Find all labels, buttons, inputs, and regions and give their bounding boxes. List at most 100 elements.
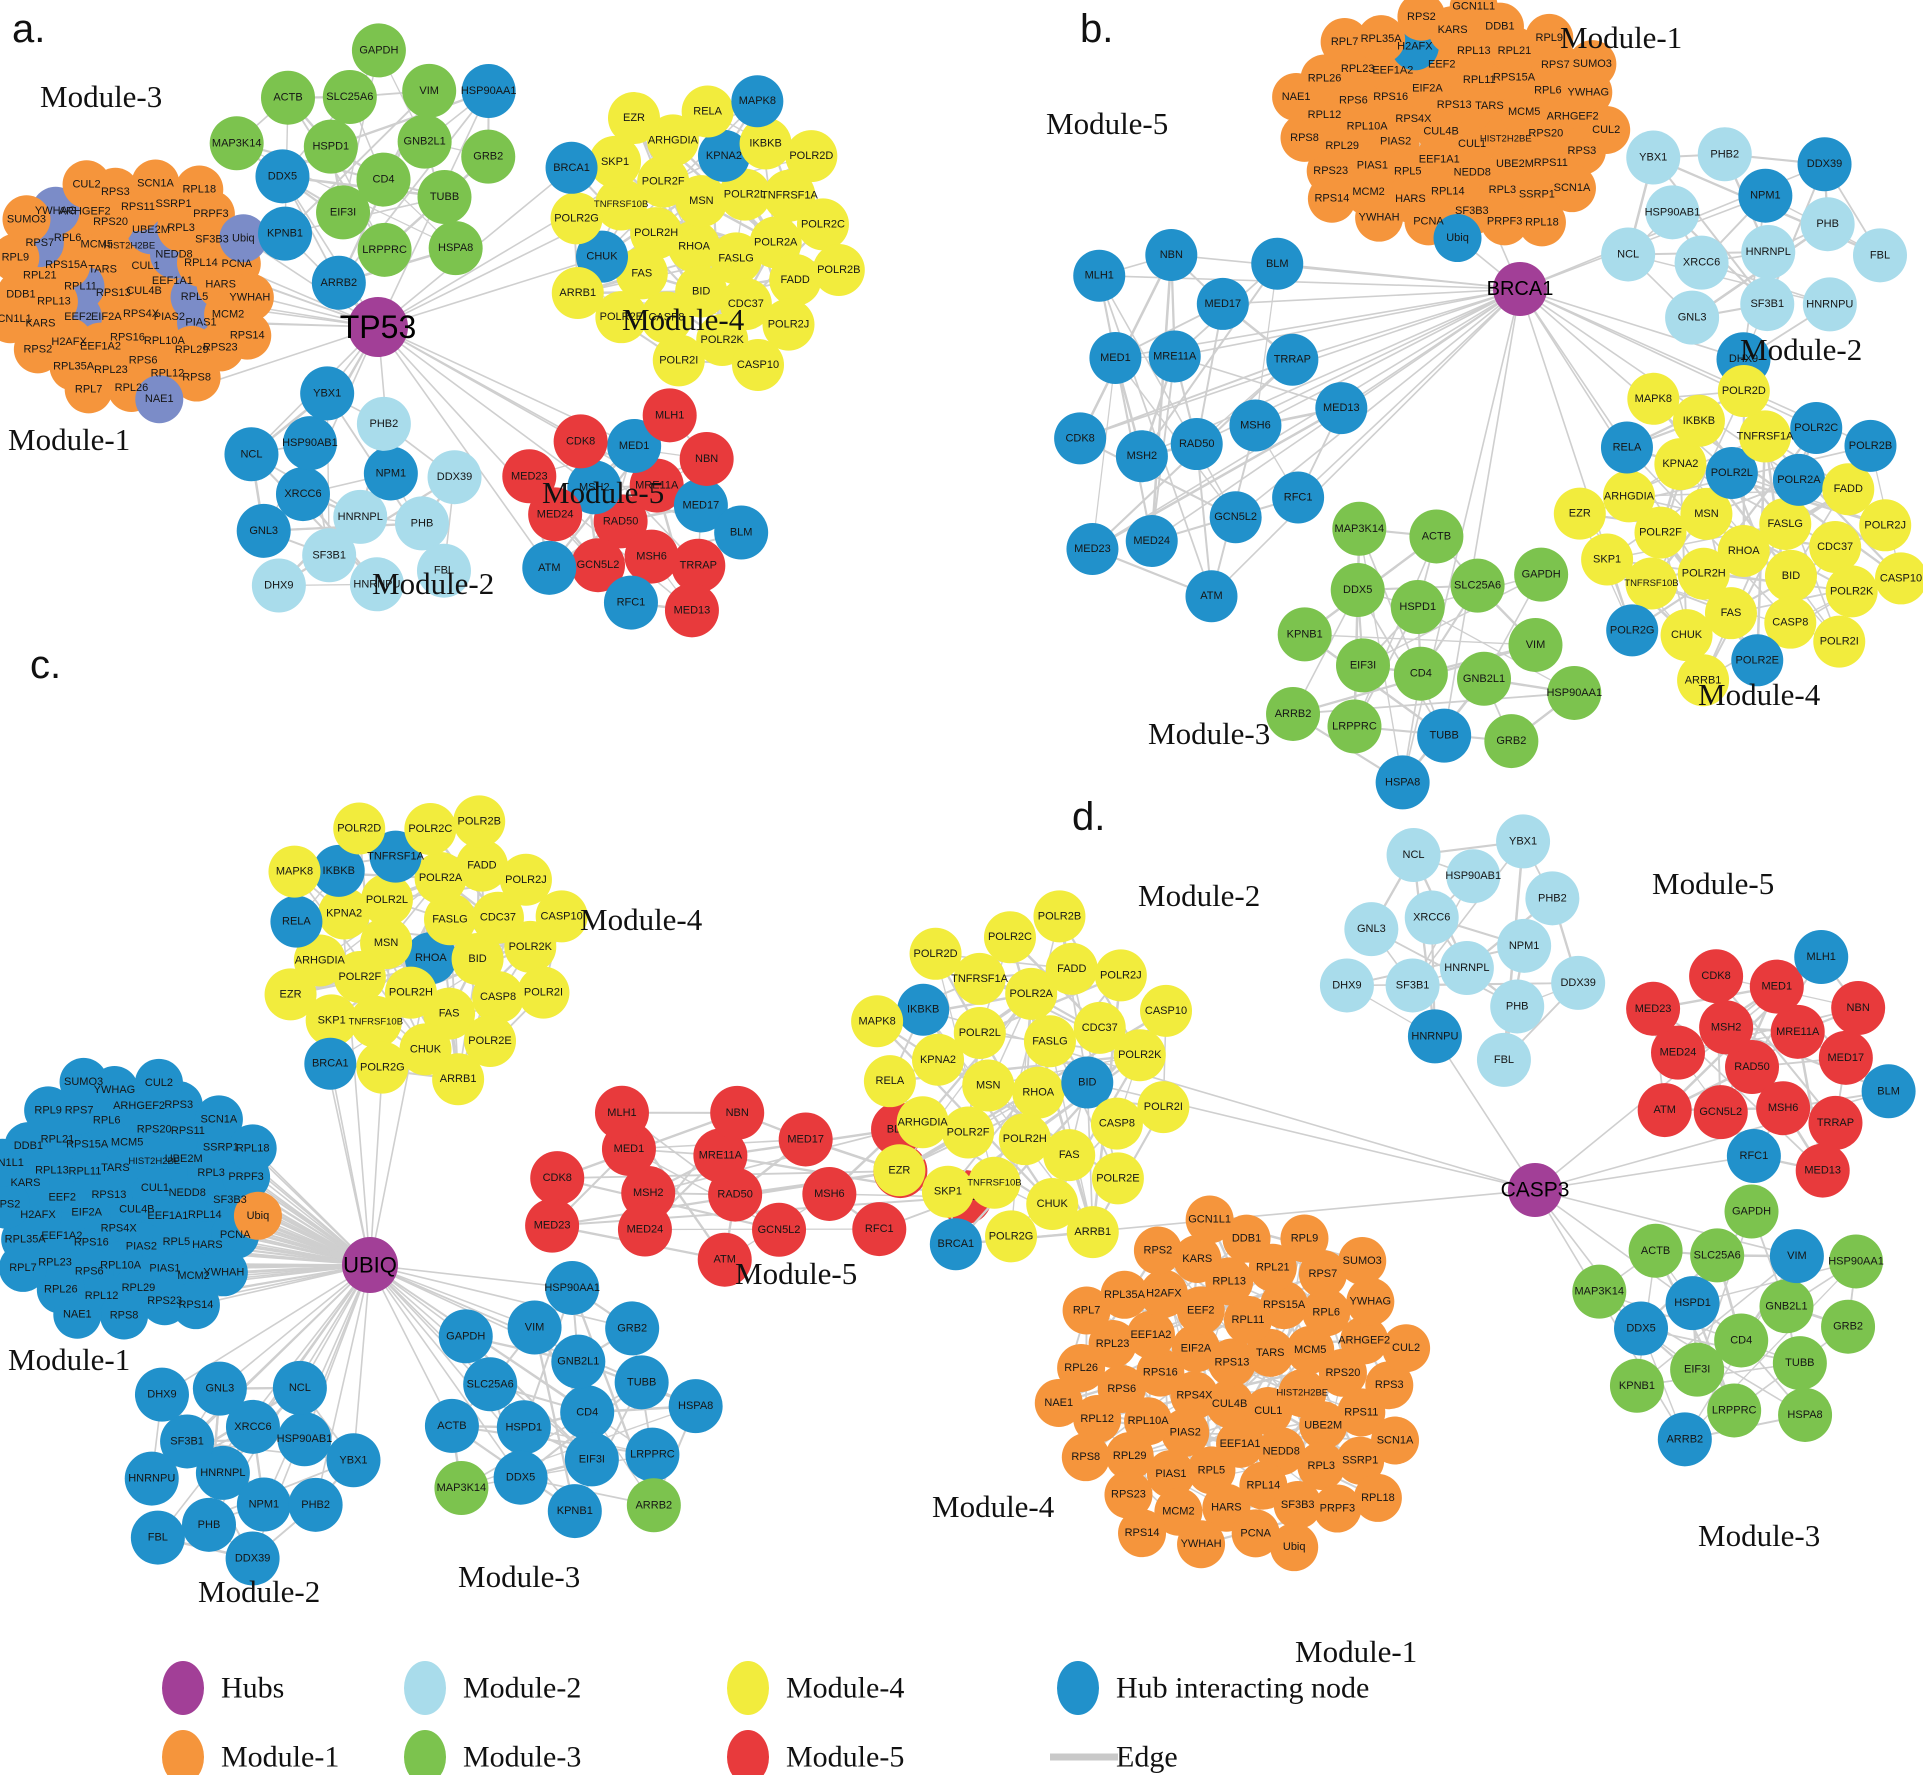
node-NAE1 <box>1034 1378 1083 1427</box>
node-label-MSH2: MSH2 <box>1711 1021 1742 1033</box>
node-RPL12 <box>1073 1394 1122 1443</box>
node-label-POLR2H: POLR2H <box>389 987 433 999</box>
node-label-HNRNPU: HNRNPU <box>1411 1030 1458 1042</box>
edge <box>1412 854 1437 1037</box>
node-MSH6 <box>802 1166 857 1221</box>
node-RPL9 <box>0 233 40 282</box>
node-label-POLR2G: POLR2G <box>554 212 599 224</box>
node-label-H2AFX: H2AFX <box>51 336 87 348</box>
node-label-RELA: RELA <box>282 916 311 928</box>
node-label-GNB2L1: GNB2L1 <box>1463 673 1505 685</box>
node-RAD50 <box>1725 1040 1780 1095</box>
node-POLR2C <box>983 911 1036 964</box>
node-label-RPS13: RPS13 <box>1215 1356 1250 1368</box>
node-label-RPS7: RPS7 <box>1309 1268 1338 1280</box>
node-NAE1 <box>1272 72 1321 121</box>
legend-swatch-module-2 <box>404 1661 446 1715</box>
node-ARRB2 <box>1266 686 1321 741</box>
node-label-IKBKB: IKBKB <box>907 1004 939 1016</box>
node-label-ARRB1: ARRB1 <box>440 1073 477 1085</box>
legend-label-module-5: Module-5 <box>786 1741 904 1774</box>
node-label-FAS: FAS <box>631 267 652 279</box>
node-label-H2AFX: H2AFX <box>1146 1288 1182 1300</box>
node-label-ARRB2: ARRB2 <box>635 1499 672 1511</box>
node-label-MAPK8: MAPK8 <box>739 95 776 107</box>
node-label-RPS7: RPS7 <box>25 237 54 249</box>
node-label-PIAS2: PIAS2 <box>1170 1427 1201 1439</box>
edge <box>1079 437 1237 519</box>
nodes-layer <box>0 23 865 638</box>
node-NCL <box>272 1360 327 1415</box>
node-GNB2L1 <box>551 1334 606 1389</box>
node-FAS <box>1043 1129 1096 1182</box>
node-DDX5 <box>255 149 310 204</box>
node-label-EZR: EZR <box>623 112 645 124</box>
node-label-DDX39: DDX39 <box>1560 977 1595 989</box>
node-NBN <box>679 431 734 486</box>
node-label-POLR2D: POLR2D <box>337 823 381 835</box>
node-label-RHOA: RHOA <box>678 241 710 253</box>
node-HNRNPL <box>195 1445 250 1500</box>
node-label-POLR2K: POLR2K <box>509 941 553 953</box>
node-label-POLR2J: POLR2J <box>505 874 547 886</box>
node-label-RPS11: RPS11 <box>1534 157 1568 169</box>
node-NBN <box>710 1085 765 1140</box>
node-SCN1A <box>1547 164 1596 213</box>
node-NPM1 <box>236 1477 291 1532</box>
edge <box>1358 528 1445 736</box>
node-POLR2B <box>453 795 506 848</box>
node-label-CASP10: CASP10 <box>737 359 779 371</box>
node-label-RPL26: RPL26 <box>1064 1362 1098 1374</box>
node-label-FAS: FAS <box>1059 1149 1080 1161</box>
node-label-RPL13: RPL13 <box>1457 45 1491 57</box>
node-label-GRB2: GRB2 <box>1833 1321 1863 1333</box>
node-POLR2E <box>595 291 648 344</box>
node-POLR2L <box>953 1006 1006 1059</box>
node-label-CD4: CD4 <box>1410 668 1432 680</box>
node-NPM1 <box>363 446 418 501</box>
node-EZR <box>607 92 660 145</box>
node-label-PCNA: PCNA <box>1240 1527 1271 1539</box>
node-MSH6 <box>1756 1081 1811 1136</box>
node-label-POLR2L: POLR2L <box>1711 467 1753 479</box>
node-YBX1 <box>1626 130 1681 185</box>
node-DHX9 <box>1319 958 1374 1013</box>
node-MED1 <box>1089 331 1142 384</box>
edge <box>1654 1250 1736 1412</box>
node-label-KARS: KARS <box>1438 24 1468 36</box>
node-label-DDB1: DDB1 <box>14 1140 43 1152</box>
edge <box>1254 263 1278 426</box>
node-POLR2A <box>414 852 467 905</box>
node-label-RPS14: RPS14 <box>1125 1527 1160 1539</box>
node-label-RPS6: RPS6 <box>1107 1383 1136 1395</box>
node-label-MAPK8: MAPK8 <box>276 866 313 878</box>
edge <box>628 1148 780 1231</box>
node-POLR2F <box>942 1106 995 1159</box>
node-NCL <box>1386 828 1441 883</box>
node-label-KPNB1: KPNB1 <box>267 228 303 240</box>
node-label-YBX1: YBX1 <box>1639 152 1667 164</box>
hub-edge <box>314 1264 371 1506</box>
module-label-module-2: Module-2 <box>372 566 494 601</box>
node-SKP1 <box>589 135 642 188</box>
module-label-module-2: Module-2 <box>1740 332 1862 367</box>
node-label-RPS4X: RPS4X <box>1395 113 1432 125</box>
node-RPL6 <box>1302 1288 1351 1337</box>
node-KARS <box>1173 1235 1222 1284</box>
node-MED17 <box>778 1112 833 1167</box>
node-label-MSH2: MSH2 <box>633 1187 664 1199</box>
node-label-NCL: NCL <box>1403 849 1425 861</box>
node-label-SF3B3: SF3B3 <box>213 1194 247 1206</box>
node-label-POLR2B: POLR2B <box>458 815 501 827</box>
node-FBL <box>416 543 471 598</box>
node-label-HSPD1: HSPD1 <box>1674 1297 1711 1309</box>
node-label-RPL11: RPL11 <box>69 1165 102 1177</box>
node-label-RPL21: RPL21 <box>1256 1262 1290 1274</box>
node-CD4 <box>1714 1313 1769 1368</box>
node-BRCA1 <box>304 1037 357 1090</box>
node-GAPDH <box>351 23 406 78</box>
node-MAPK8 <box>1627 372 1680 425</box>
node-label-ARHGDIA: ARHGDIA <box>1604 490 1655 502</box>
edge <box>342 50 380 213</box>
